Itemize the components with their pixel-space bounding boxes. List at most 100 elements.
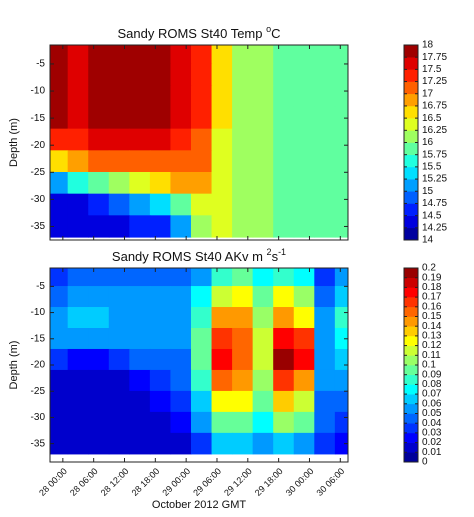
cell xyxy=(273,171,295,195)
cell xyxy=(334,432,348,455)
cell xyxy=(273,411,295,434)
x-tick-label: 28 06:00 xyxy=(68,466,100,498)
x-axis-label: October 2012 GMT xyxy=(152,499,246,511)
cell xyxy=(314,307,336,329)
cell xyxy=(129,63,151,86)
cell xyxy=(273,348,295,371)
cell xyxy=(67,171,89,195)
cell xyxy=(273,106,295,130)
colorbar-label: 16.75 xyxy=(422,101,447,112)
cell xyxy=(88,307,110,329)
cell xyxy=(67,215,89,238)
cell xyxy=(232,327,254,350)
cell xyxy=(232,128,254,151)
cell xyxy=(88,348,110,371)
cell xyxy=(334,411,348,434)
colorbar-label: 18 xyxy=(422,40,434,51)
cell xyxy=(108,85,130,108)
cell xyxy=(129,45,151,65)
y-tick-label: -10 xyxy=(31,307,46,318)
cell xyxy=(190,369,213,392)
cell xyxy=(252,268,274,287)
cell xyxy=(211,432,233,455)
cell xyxy=(232,268,254,287)
cell xyxy=(211,63,233,86)
y-tick-label: -25 xyxy=(31,167,46,178)
title-superscript: 2 xyxy=(267,247,272,257)
cell xyxy=(67,150,89,173)
x-tick-label: 29 00:00 xyxy=(160,466,192,498)
y-axis-label: Depth (m) xyxy=(8,341,20,390)
colorbar-band xyxy=(404,355,418,366)
colorbar-band xyxy=(404,45,418,58)
colorbar-label: 0.09 xyxy=(422,369,442,380)
cell xyxy=(170,45,192,65)
cell xyxy=(88,128,110,151)
colorbar-label: 0.03 xyxy=(422,428,442,439)
cell xyxy=(108,348,130,371)
colorbar-band xyxy=(404,277,418,288)
colorbar-band xyxy=(404,403,418,414)
cell xyxy=(108,63,130,86)
cell xyxy=(211,45,233,65)
cell xyxy=(170,63,192,86)
cell xyxy=(293,432,315,455)
colorbar-label: 15.75 xyxy=(422,149,447,160)
colorbar-label: 0.01 xyxy=(422,447,442,458)
cell xyxy=(149,128,172,151)
cell xyxy=(252,63,274,86)
y-tick-label: -5 xyxy=(36,281,45,292)
colorbar-band xyxy=(404,69,418,82)
colorbar-label: 0.14 xyxy=(422,321,442,332)
cell xyxy=(67,327,89,350)
cell xyxy=(50,63,69,86)
colorbar-label: 0.06 xyxy=(422,398,442,409)
cell xyxy=(149,85,172,108)
cell xyxy=(88,171,110,195)
colorbar-label: 16.25 xyxy=(422,125,447,136)
cell xyxy=(50,106,69,130)
title-part: C xyxy=(271,26,280,41)
cell xyxy=(149,348,172,371)
cell xyxy=(149,307,172,329)
cell xyxy=(67,411,89,434)
cell xyxy=(149,411,172,434)
cell xyxy=(170,432,192,455)
cell xyxy=(314,390,336,413)
cell xyxy=(293,128,315,151)
cell xyxy=(108,411,130,434)
cell xyxy=(314,268,336,287)
colorbar-band xyxy=(404,105,418,119)
cell xyxy=(170,307,192,329)
cell xyxy=(149,390,172,413)
cell xyxy=(129,106,151,130)
cell xyxy=(273,45,295,65)
cell xyxy=(211,411,233,434)
cell xyxy=(50,193,69,216)
colorbar-label: 17.25 xyxy=(422,76,447,87)
cell xyxy=(314,45,336,65)
cell xyxy=(50,268,69,287)
colorbar-band xyxy=(404,345,418,356)
y-tick-label: -10 xyxy=(31,86,46,97)
colorbar-band xyxy=(404,130,418,143)
cell xyxy=(252,327,274,350)
cell xyxy=(170,150,192,173)
colorbar-band xyxy=(404,442,418,453)
cell xyxy=(334,106,348,130)
colorbar-label: 14.75 xyxy=(422,198,447,209)
cell xyxy=(252,150,274,173)
colorbar-label: 0.12 xyxy=(422,340,442,351)
colorbar-label: 0.11 xyxy=(422,350,441,361)
cell xyxy=(190,171,213,195)
cell xyxy=(211,327,233,350)
y-tick-label: -20 xyxy=(31,140,46,151)
cell xyxy=(129,327,151,350)
cell xyxy=(293,45,315,65)
colorbar-band xyxy=(404,306,418,317)
cell xyxy=(170,369,192,392)
colorbar-label: 14.5 xyxy=(422,210,442,221)
cell xyxy=(170,327,192,350)
y-tick-label: -25 xyxy=(31,386,46,397)
